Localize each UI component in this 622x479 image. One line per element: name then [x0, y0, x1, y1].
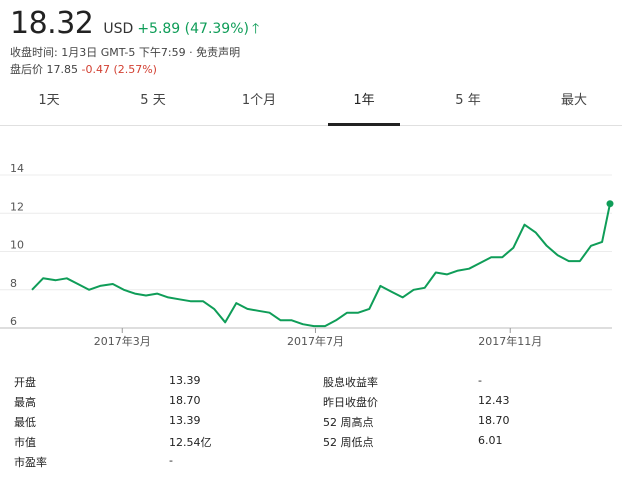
stat-label: 昨日收盘价 [323, 396, 378, 409]
stat-value: 13.39 [169, 374, 201, 387]
after-hours-info: 盘后价 17.85 -0.47 (2.57%) [10, 61, 157, 77]
stat-value: - [478, 374, 482, 387]
stat-label: 股息收益率 [323, 376, 378, 389]
stat-label: 最高 [14, 396, 36, 409]
tab-max[interactable]: 最大 [560, 93, 587, 108]
stat-value: - [169, 454, 173, 467]
after-hours-label: 盘后价 17.85 [10, 63, 82, 76]
stat-value: 6.01 [478, 434, 503, 447]
y-axis-ticks: 14 12 10 8 6 [10, 162, 24, 328]
tab-5d[interactable]: 5 天 [140, 93, 166, 108]
price-change: +5.89 (47.39%) [137, 21, 249, 37]
after-hours-change: -0.47 (2.57%) [81, 63, 157, 76]
x-tick-label: 2017年7月 [287, 334, 344, 348]
price-line [31, 203, 611, 328]
stat-value: 18.70 [478, 414, 510, 427]
stat-label: 市值 [14, 436, 36, 449]
quote-header: 18.32 USD +5.89 (47.39%) 🡑 [10, 6, 259, 42]
stat-value: 13.39 [169, 414, 201, 427]
y-tick-label: 10 [10, 239, 24, 252]
y-tick-label: 6 [10, 315, 17, 328]
stat-label: 52 周低点 [323, 436, 374, 449]
tab-5y[interactable]: 5 年 [455, 93, 481, 108]
y-tick-label: 14 [10, 162, 24, 175]
close-time-info: 收盘时间: 1月3日 GMT-5 下午7:59 · 免责声明 [10, 46, 241, 59]
currency-label: USD [103, 21, 134, 37]
stat-label: 开盘 [14, 376, 36, 389]
x-tick-label: 2017年11月 [478, 334, 542, 348]
range-tabs: 1天 5 天 1个月 1年 5 年 最大 [0, 84, 622, 126]
arrow-up-icon: 🡑 [251, 21, 260, 37]
stat-label: 52 周高点 [323, 416, 374, 429]
stat-value: 12.54亿 [169, 436, 212, 449]
price-chart[interactable]: 14 12 10 8 6 2017年3月 2017年7月 2017年11月 [0, 150, 622, 355]
tab-1y[interactable]: 1年 [328, 84, 400, 126]
stat-value: 18.70 [169, 394, 201, 407]
current-price: 18.32 [10, 6, 94, 41]
stat-value: 12.43 [478, 394, 510, 407]
tab-1d[interactable]: 1天 [38, 93, 60, 108]
stat-label: 最低 [14, 416, 36, 429]
latest-price-point [606, 200, 614, 208]
chart-grid [0, 174, 612, 329]
tab-1m[interactable]: 1个月 [241, 93, 277, 108]
stat-label: 市盈率 [14, 456, 47, 469]
y-tick-label: 8 [10, 277, 17, 290]
x-tick-label: 2017年3月 [94, 334, 151, 348]
x-axis-ticks: 2017年3月 2017年7月 2017年11月 [94, 328, 542, 348]
y-tick-label: 12 [10, 200, 24, 213]
